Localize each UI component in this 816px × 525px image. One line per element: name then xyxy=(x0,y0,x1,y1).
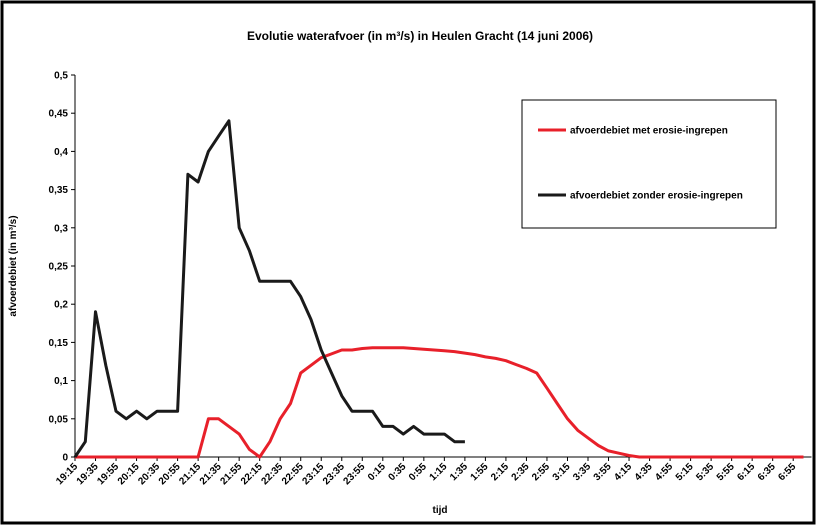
y-tick-label: 0 xyxy=(62,453,68,464)
y-tick-label: 0,2 xyxy=(54,300,68,311)
y-tick-label: 0,4 xyxy=(54,147,68,158)
series-line xyxy=(75,346,804,459)
y-tick-label: 0,25 xyxy=(49,262,69,273)
legend-label: afvoerdebiet met erosie-ingrepen xyxy=(570,126,728,137)
y-tick-label: 0,3 xyxy=(54,223,68,234)
y-axis-label: afvoerdebiet (in m³/s) xyxy=(8,215,19,316)
y-tick-label: 0,1 xyxy=(54,376,68,387)
series-line xyxy=(73,119,465,458)
y-tick-label: 0,35 xyxy=(49,185,69,196)
y-tick-label: 0,5 xyxy=(54,71,68,82)
chart-title: Evolutie waterafvoer (in m³/s) in Heulen… xyxy=(247,29,593,43)
legend-box xyxy=(521,99,777,229)
y-tick-label: 0,15 xyxy=(49,338,69,349)
y-tick-label: 0,05 xyxy=(49,414,69,425)
y-tick-label: 0,45 xyxy=(49,109,69,120)
x-axis-label: tijd xyxy=(433,505,448,516)
legend-label: afvoerdebiet zonder erosie-ingrepen xyxy=(570,191,743,202)
